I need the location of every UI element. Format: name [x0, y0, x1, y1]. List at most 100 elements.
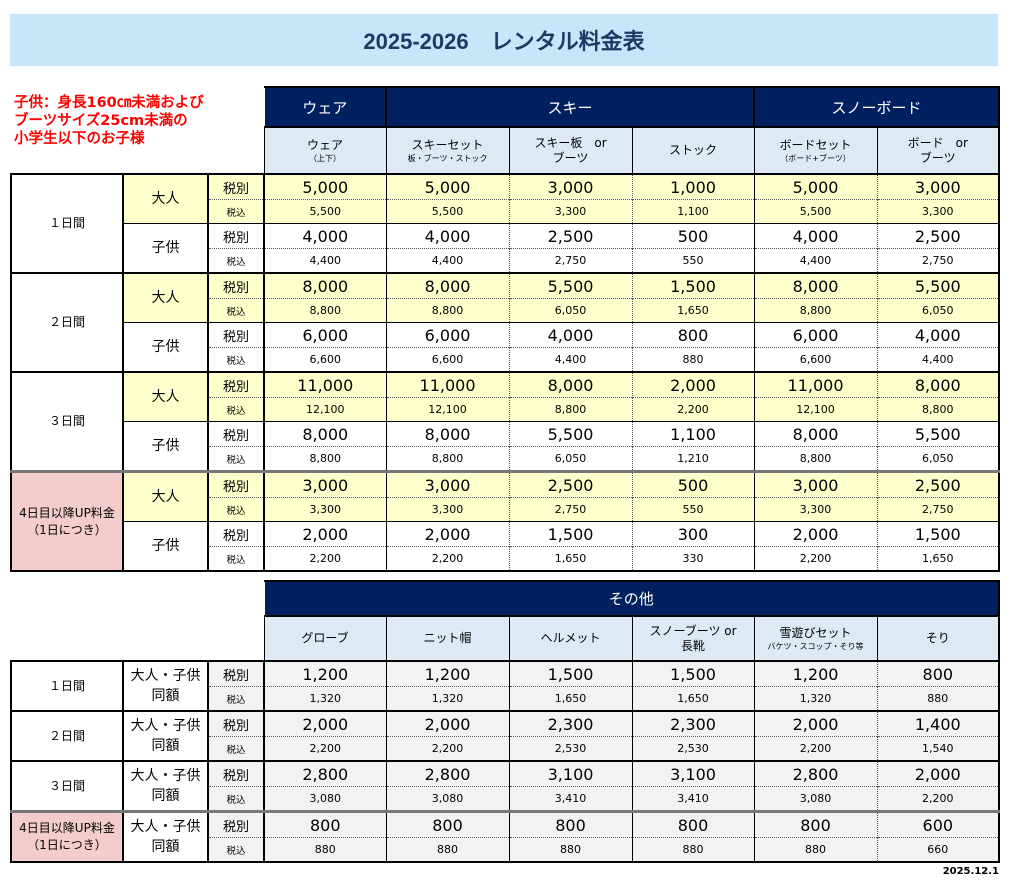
price-cell: 2,000 [753, 521, 878, 547]
price-cell: 6,050 [876, 298, 1001, 323]
price-cell: 600 [876, 810, 1001, 838]
tax-excl-label: 税別 [206, 371, 266, 398]
tax-incl-label: 税込 [206, 199, 266, 224]
price-cell: 8,000 [385, 272, 510, 299]
price-cell: 2,800 [753, 760, 878, 787]
price-row-excl: 子供 税別 8,000 8,000 5,500 1,100 8,000 5,500 [11, 421, 1001, 472]
tax-excl-label: 税別 [206, 710, 266, 737]
price-cell: 5,500 [876, 421, 1001, 447]
price-cell: 2,300 [631, 710, 755, 737]
price-cell: 8,800 [753, 446, 878, 472]
price-cell: 3,080 [385, 786, 510, 812]
price-cell: 12,100 [385, 397, 510, 422]
price-cell: 2,750 [876, 497, 1001, 522]
tax-excl-label: 税別 [206, 810, 266, 838]
duration-text: １日間 [48, 678, 85, 693]
item-header: 雪遊びセット バケツ・スコップ・そり等 [753, 615, 878, 662]
price-cell: 8,800 [508, 397, 633, 422]
price-cell: 300 [631, 521, 755, 547]
price-cell: 2,500 [508, 470, 633, 498]
age-group: 大人 [122, 470, 209, 522]
page-title: 2025-2026 レンタル料金表 [10, 14, 998, 66]
duration-note: （1日につき） [27, 522, 107, 537]
tax-incl-label: 税込 [206, 248, 266, 273]
item-header: ウェア （上下） [263, 126, 387, 175]
tax-excl-label: 税別 [206, 223, 266, 249]
price-cell: 2,530 [631, 736, 755, 761]
price-cell: 5,500 [385, 199, 510, 224]
price-cell: 880 [631, 347, 755, 372]
price-cell: 6,600 [385, 347, 510, 372]
price-cell: 4,400 [385, 248, 510, 273]
price-cell: 2,000 [263, 710, 387, 737]
age-group-text: 大人・子供 [130, 668, 201, 684]
price-cell: 1,100 [631, 421, 755, 447]
price-cell: 3,300 [263, 497, 387, 522]
price-cell: 1,650 [876, 546, 1001, 571]
price-cell: 2,750 [508, 497, 633, 522]
price-cell: 5,500 [508, 272, 633, 299]
price-cell: 5,500 [508, 421, 633, 447]
price-row-incl: 税込 12,100 12,100 8,800 2,200 12,100 8,800 [11, 397, 1001, 422]
item-name: ボード or [907, 135, 968, 150]
age-group: 子供 [122, 223, 209, 274]
price-row-excl: ３日間 大人・子供 同額 税別 2,800 2,800 3,100 3,100 2,800 2,0… [10, 760, 1001, 813]
price-cell: 4,400 [508, 347, 633, 372]
price-cell: 660 [876, 837, 1001, 862]
item-header: グローブ [263, 615, 387, 662]
age-group: 子供 [122, 421, 209, 472]
tax-incl-label: 税込 [206, 736, 266, 761]
price-cell: 11,000 [385, 371, 510, 398]
price-cell: 3,300 [385, 497, 510, 522]
price-cell: 8,800 [385, 446, 510, 472]
tax-excl-label: 税別 [206, 470, 266, 498]
price-cell: 500 [631, 223, 755, 249]
tax-incl-label: 税込 [206, 298, 266, 323]
age-group: 大人・子供 同額 [122, 760, 209, 812]
price-cell: 5,000 [263, 173, 387, 200]
item-name: ストック [669, 143, 718, 157]
price-row-incl: 税込 880 880 880 880 880 660 [11, 837, 1001, 862]
duration-note: （1日につき） [27, 838, 107, 852]
age-group-text: 大人・子供 [130, 768, 201, 784]
price-cell: 2,300 [508, 710, 633, 737]
price-cell: 2,000 [385, 521, 510, 547]
price-cell: 6,600 [263, 347, 387, 372]
price-cell: 880 [385, 837, 510, 862]
age-group: 大人・子供 同額 [122, 710, 209, 762]
price-cell: 5,000 [753, 173, 878, 200]
duration-label: ３日間 [10, 371, 124, 473]
price-cell: 2,500 [508, 223, 633, 249]
item-name: ニット帽 [423, 631, 472, 645]
price-cell: 11,000 [263, 371, 387, 398]
age-group: 大人 [122, 272, 209, 323]
price-cell: 2,200 [753, 546, 878, 571]
item-header: ニット帽 [385, 615, 510, 662]
price-cell: 8,000 [508, 371, 633, 398]
price-row-incl: 税込 8,800 8,800 6,050 1,650 8,800 6,050 [11, 298, 1001, 323]
price-cell: 2,800 [263, 760, 387, 787]
price-cell: 1,100 [631, 199, 755, 224]
price-cell: 8,000 [753, 272, 878, 299]
item-name: スキー板 or [534, 135, 607, 150]
price-row-incl: 税込 4,400 4,400 2,750 550 4,400 2,750 [11, 248, 1001, 273]
price-cell: 4,000 [876, 322, 1001, 348]
price-cell: 12,100 [263, 397, 387, 422]
price-row-excl: １日間 大人 税別 5,000 5,000 3,000 1,000 5,000 3,000 [10, 173, 1001, 274]
price-cell: 3,410 [508, 786, 633, 812]
price-row-incl: 税込 3,080 3,080 3,410 3,410 3,080 2,200 [11, 786, 1001, 812]
price-cell: 3,410 [631, 786, 755, 812]
price-cell: 2,200 [385, 546, 510, 571]
note-line: ブーツサイズ25cm未満の [14, 113, 188, 129]
price-row-incl: 税込 5,500 5,500 3,300 1,100 5,500 3,300 [11, 199, 1001, 224]
tax-excl-label: 税別 [206, 173, 266, 200]
duration-text: ３日間 [48, 414, 85, 428]
price-cell: 12,100 [753, 397, 878, 422]
item-name: ボードセット [779, 137, 852, 152]
duration-text: １日間 [48, 216, 85, 230]
price-cell: 8,800 [263, 298, 387, 323]
price-cell: 4,000 [263, 223, 387, 249]
price-cell: 330 [631, 546, 755, 571]
price-row-excl: ３日間 大人 税別 11,000 11,000 8,000 2,000 11,000 8,000 [10, 371, 1001, 473]
duration-text: ３日間 [48, 778, 85, 793]
